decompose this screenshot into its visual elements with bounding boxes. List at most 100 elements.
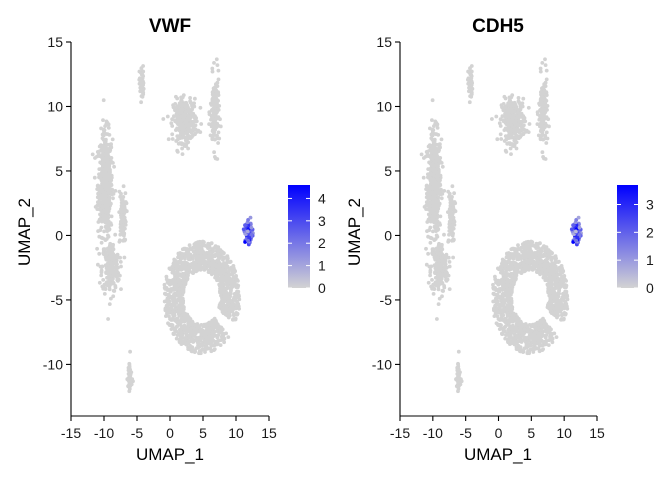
cell-point [442,189,447,193]
cell-point [106,174,111,179]
cell-point [510,93,515,97]
cell-point [190,121,195,125]
cell-point [210,136,215,141]
cell-point [103,145,108,150]
cell-point [543,101,548,106]
cell-point [182,144,187,148]
cell-point [113,265,118,270]
cell-point [436,189,441,194]
cell-point [211,124,216,129]
cell-point [431,163,435,167]
cell-point [108,189,112,194]
cell-point [176,251,181,256]
cell-point [220,306,225,311]
cell-point [218,329,223,334]
cell-point [222,287,227,292]
cell-point [115,252,120,257]
cell-point [173,119,178,123]
cell-point [427,144,432,149]
cell-point [548,306,553,311]
y-tick-label: 5 [55,163,63,179]
cell-point [433,271,437,275]
cell-point [455,384,459,389]
cell-point [215,101,219,106]
cell-point [230,284,235,288]
y-axis-label: UMAP_2 [15,198,34,266]
cell-point [167,266,172,271]
cell-point [181,284,186,289]
cell-point [450,184,455,189]
cell-point [544,130,549,135]
cell-point [540,86,544,91]
cell-point [108,277,113,282]
cell-point [542,82,547,87]
cell-point [121,184,126,189]
cell-point [101,127,106,132]
colorbar-tick-label: 1 [318,258,326,274]
cell-point [224,307,229,311]
cell-point [165,114,170,119]
cell-point [505,141,510,146]
cell-point [103,174,108,178]
cell-point [127,373,132,378]
cell-point [213,109,218,114]
cell-point [105,121,110,125]
cell-point [519,121,524,125]
cell-point [182,305,186,310]
cell-point [181,93,186,97]
cell-point [175,320,180,325]
cell-point [179,253,184,258]
cell-point [109,214,114,219]
cell-point [113,284,118,288]
cell-point-expressed [243,223,247,228]
cell-point [101,191,105,196]
cell-point [447,264,452,269]
cell-point [100,186,104,191]
cell-point [106,126,111,130]
cell-point [119,264,123,269]
cell-point [490,117,494,121]
cell-point [122,255,127,260]
cell-point [515,127,519,132]
cell-point [111,196,115,201]
cell-point [118,260,123,264]
cell-point [190,323,195,328]
cell-point [97,153,102,158]
cell-point [99,225,104,230]
cell-point [187,114,191,119]
cell-point [431,181,436,186]
cell-point [101,118,105,122]
cell-point [179,98,184,103]
cell-point [190,113,195,118]
cell-point [105,226,109,231]
cell-point [431,156,435,161]
x-tick-label: 5 [199,425,207,441]
cell-point [214,318,218,323]
y-tick-label: 0 [55,227,63,243]
cell-point [448,219,453,224]
cell-point [212,97,217,102]
cell-point [101,98,106,103]
cell-point [209,108,214,113]
cell-point [170,132,175,137]
cell-point [96,262,100,267]
cell-point [506,136,511,141]
cell-point [183,119,188,124]
cell-point [193,264,198,268]
cell-point [186,339,191,344]
cell-point [188,96,193,100]
cell-point [469,94,474,99]
cell-point [429,136,434,141]
cell-point [199,330,204,334]
cell-point [231,275,236,280]
cell-point [422,156,426,160]
cell-point [92,175,97,180]
cell-point [424,184,429,188]
cell-point [432,145,437,150]
cell-point [437,142,442,147]
cell-point [104,148,108,153]
cell-point [173,307,178,311]
cell-point [100,177,105,182]
cell-point [435,163,440,167]
